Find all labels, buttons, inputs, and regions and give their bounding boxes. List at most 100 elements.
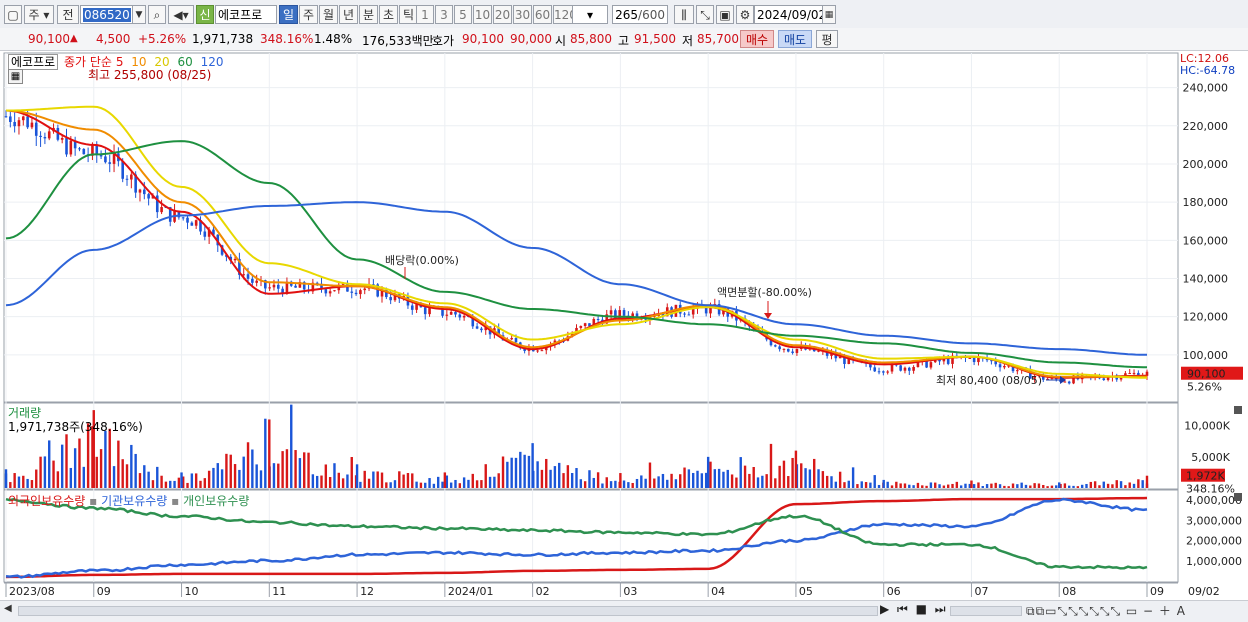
candle-body	[333, 290, 336, 292]
period-tab-2[interactable]: 월	[319, 5, 338, 24]
buy-button[interactable]: 매수	[740, 30, 774, 48]
volume-bar	[519, 451, 522, 488]
legend-ma60[interactable]: 60	[177, 55, 193, 69]
holding-line-2	[5, 497, 1148, 570]
legend-ma20[interactable]: 20	[154, 55, 170, 69]
count-field[interactable]: 265/600	[612, 5, 668, 24]
period-tab-1[interactable]: 주	[299, 5, 318, 24]
interval-tab-20[interactable]: 20	[493, 5, 512, 24]
candle-body	[285, 281, 289, 294]
stock-chart[interactable]: 100,000 120,000 140,000 160,000 180,000 200,0…	[0, 51, 1248, 601]
legend-ma5[interactable]: 5	[115, 55, 124, 69]
candle-body	[311, 282, 315, 292]
zoom-track[interactable]	[950, 606, 1022, 616]
hc-value: HC:-64.78	[1180, 64, 1236, 77]
volume-bar	[903, 483, 907, 488]
volume-bar	[1055, 485, 1058, 488]
legend-foreign[interactable]: 외국인보유수량	[8, 494, 86, 508]
volume-bar	[112, 466, 116, 488]
volume-bar	[929, 482, 933, 488]
interval-tab-3[interactable]: 3	[435, 5, 453, 24]
sell-button[interactable]: 매도	[778, 30, 812, 48]
legend-institution[interactable]: 기관보유수량	[101, 494, 168, 508]
volume-bar	[207, 470, 211, 488]
draw-tool-icon[interactable]: ⤡	[696, 5, 714, 24]
bottom-tool-icons[interactable]: ⧉⧉▭⤡⤡⤡⤡⤡⤡ ▭ − ＋ A	[1026, 604, 1186, 618]
candle-body	[540, 350, 544, 352]
volume-bar	[182, 476, 185, 488]
stock-name-field[interactable]: 에코프로	[215, 5, 277, 24]
candle-body	[95, 145, 99, 155]
candle-body	[1145, 371, 1149, 376]
calendar-icon[interactable]: ▦	[822, 5, 836, 24]
volume-bar	[341, 478, 345, 488]
volume-bar	[804, 468, 807, 488]
legend-ma120[interactable]: 120	[200, 55, 224, 69]
volume-bar	[1042, 484, 1045, 488]
gear-icon[interactable]: ⚙	[736, 5, 754, 24]
scroll-track[interactable]	[18, 606, 878, 616]
volume-bar	[605, 477, 608, 488]
candle-body	[1128, 373, 1132, 375]
legend-individual[interactable]: 개인보유수량	[183, 494, 250, 508]
count-value: 265	[615, 8, 639, 22]
candle-type-icon[interactable]: ⫼	[674, 5, 694, 24]
eval-button[interactable]: 평	[816, 30, 838, 48]
volume-bar	[1050, 485, 1054, 488]
interval-tab-60[interactable]: 60	[533, 5, 552, 24]
stock-code-input[interactable]: 086520	[80, 5, 146, 24]
interval-tab-10[interactable]: 10	[473, 5, 492, 24]
price-y-tick: 200,000	[1183, 158, 1229, 171]
sound-icon[interactable]: ◀▾	[168, 5, 194, 24]
volume-bar	[17, 476, 21, 488]
volume-bar	[782, 460, 786, 488]
interval-tab-30[interactable]: 30	[513, 5, 532, 24]
search-icon[interactable]: ⌕	[148, 5, 166, 24]
candle-body	[458, 314, 462, 318]
panel-close-icon[interactable]	[1234, 493, 1242, 501]
scroll-left-icon[interactable]: ◀	[4, 603, 12, 614]
volume-bar	[813, 458, 816, 488]
volume-bar	[821, 471, 825, 488]
mode-jeon-button[interactable]: 전	[57, 5, 79, 24]
candle-body	[121, 161, 124, 179]
volume-bar	[817, 469, 820, 488]
code-dropdown-icon[interactable]: ▼	[132, 5, 146, 24]
volume-bar	[311, 474, 315, 488]
volume-bar	[441, 481, 444, 488]
candle-body	[847, 357, 851, 364]
candle-body	[108, 162, 112, 164]
interval-tab-5[interactable]: 5	[454, 5, 472, 24]
date-field[interactable]: 2024/09/02	[754, 5, 836, 24]
save-icon[interactable]: ▣	[716, 5, 734, 24]
candle-body	[4, 116, 8, 118]
volume-bar	[644, 478, 647, 488]
mode-jong-select[interactable]: 주 ▾	[24, 5, 54, 24]
volume-bar	[156, 466, 159, 488]
playback-controls[interactable]: ▶ ⏮ ■ ⏭ ⟷	[880, 602, 973, 616]
holding-panel-frame	[3, 489, 1179, 583]
window-icon[interactable]: ▢	[4, 5, 22, 24]
candle-body	[830, 353, 833, 356]
volume-bar	[493, 476, 496, 488]
candle-body	[1029, 368, 1032, 379]
candle-body	[1033, 376, 1036, 379]
low-value: 85,700	[697, 32, 739, 46]
table-icon[interactable]: ▦	[8, 69, 23, 84]
volume-bar	[570, 473, 574, 488]
interval-tab-1[interactable]: 1	[416, 5, 434, 24]
candle-body	[99, 154, 103, 157]
panel-close-icon[interactable]	[1234, 406, 1242, 414]
legend-ma10[interactable]: 10	[131, 55, 147, 69]
holding-line-0	[5, 496, 1148, 579]
volume-bar	[856, 484, 859, 488]
mode-jong-label: 주	[28, 8, 40, 22]
period-tab-3[interactable]: 년	[339, 5, 358, 24]
period-tab-4[interactable]: 분	[359, 5, 378, 24]
period-tab-5[interactable]: 초	[379, 5, 398, 24]
candle-body	[579, 325, 583, 328]
period-tab-0[interactable]: 일	[279, 5, 298, 24]
interval-dropdown[interactable]: ▾	[572, 5, 608, 24]
volume-bar	[1072, 485, 1075, 488]
volume-bar	[566, 465, 570, 488]
